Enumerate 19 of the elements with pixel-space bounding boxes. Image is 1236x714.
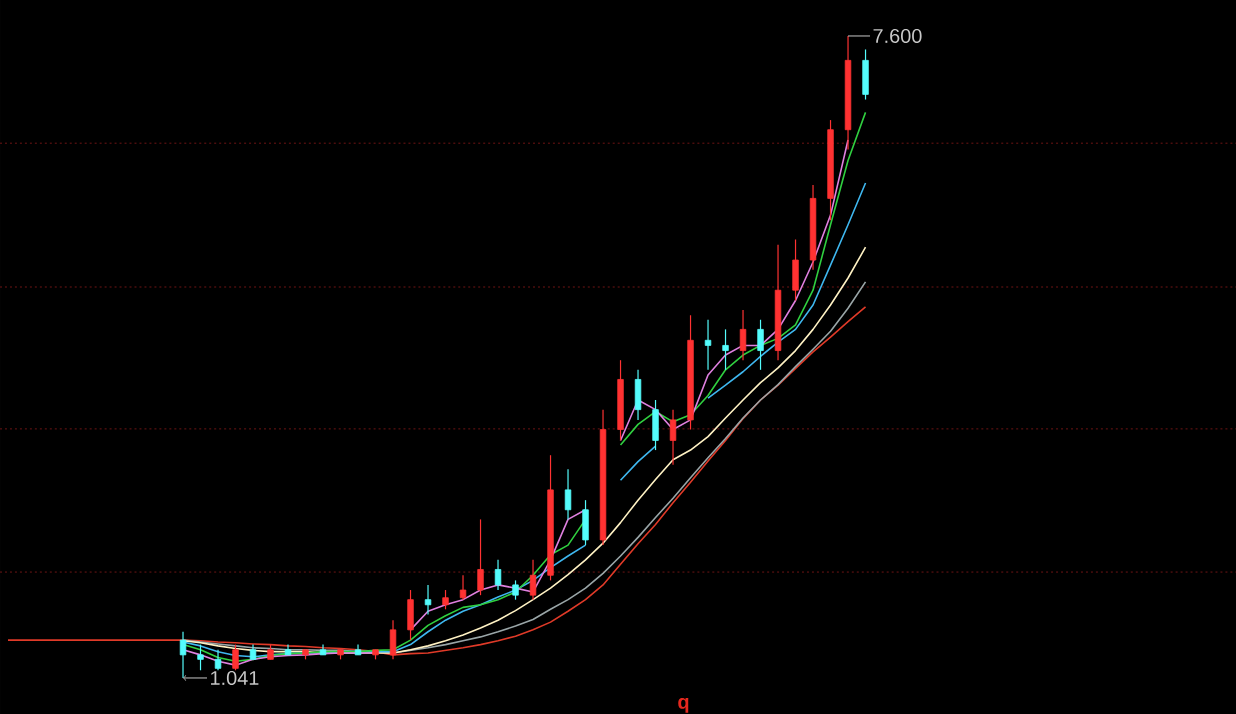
- candlestick: [442, 589, 449, 610]
- candlestick: [529, 559, 537, 601]
- candlestick: [722, 328, 729, 371]
- candlestick: [424, 584, 432, 616]
- candlestick: [739, 309, 747, 361]
- candlestick: [232, 644, 239, 671]
- candlestick: [564, 468, 572, 521]
- candlestick: [669, 409, 677, 466]
- candlestick: [477, 518, 484, 596]
- candlestick: [459, 574, 467, 601]
- candlestick: [512, 579, 519, 601]
- annotation: 1.041: [211, 670, 259, 686]
- candlestick: [704, 319, 712, 371]
- candlestick: [214, 649, 222, 671]
- annotation: 7.600: [873, 28, 922, 44]
- text: q: [678, 697, 689, 713]
- candlestick: [197, 644, 204, 671]
- candlestick: [757, 319, 764, 371]
- candlestick: [494, 559, 502, 591]
